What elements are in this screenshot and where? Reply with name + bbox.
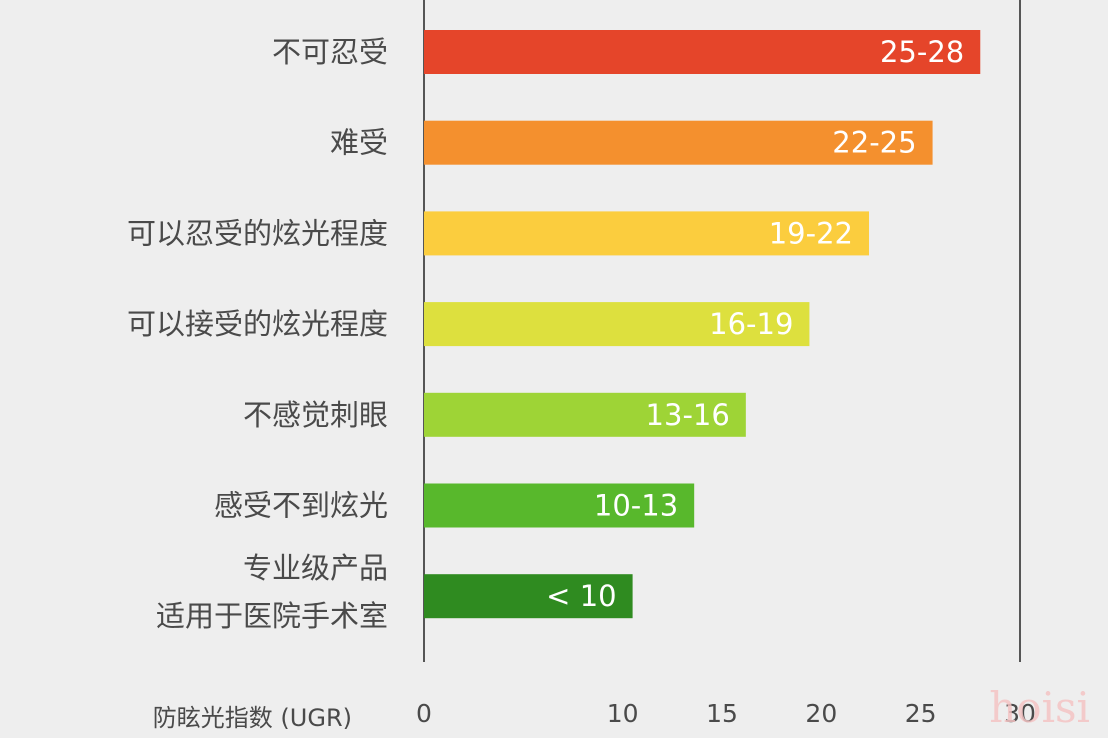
category-labels-group: 不可忍受难受可以忍受的炫光程度可以接受的炫光程度不感觉刺眼感受不到炫光专业级产品…	[127, 35, 388, 633]
category-label: 适用于医院手术室	[156, 599, 388, 633]
bar-value-label: 19-22	[769, 216, 853, 250]
category-label: 感受不到炫光	[214, 489, 388, 523]
x-tick-label: 10	[607, 699, 639, 728]
bar-value-label: < 10	[546, 579, 616, 613]
x-tick-label: 15	[706, 699, 738, 728]
bar-value-label: 10-13	[594, 489, 678, 523]
bar-1	[424, 30, 981, 74]
bar-5	[424, 392, 746, 437]
bar-4	[424, 302, 810, 347]
x-tick-label: 20	[805, 699, 837, 728]
bar-7	[424, 574, 633, 619]
category-label: 难受	[330, 126, 388, 160]
tick-labels-group: 0 10 15 20 25 30	[416, 699, 1036, 728]
watermark-logo: hoisi	[989, 683, 1090, 732]
category-label: 可以接受的炫光程度	[127, 307, 388, 341]
bar-6	[424, 483, 695, 528]
bars-group	[424, 30, 981, 619]
bar-value-label: 13-16	[646, 398, 730, 432]
category-label: 不可忍受	[272, 35, 388, 69]
x-tick-label: 30	[1004, 699, 1036, 728]
bar-value-label: 25-28	[880, 35, 964, 69]
bar-2	[424, 120, 933, 165]
x-tick-label: 0	[416, 699, 432, 728]
bar-labels-group: 25-28 22-25 19-22 16-19 13-16 10-13 < 10	[546, 35, 964, 613]
bar-value-label: 16-19	[709, 307, 793, 341]
x-axis-title: 防眩光指数 (UGR)	[153, 704, 352, 732]
bar-value-label: 22-25	[832, 126, 916, 160]
category-label: 专业级产品	[243, 551, 388, 585]
category-label: 不感觉刺眼	[243, 398, 388, 432]
x-tick-label: 25	[905, 699, 937, 728]
bar-3	[424, 211, 870, 256]
category-label: 可以忍受的炫光程度	[127, 216, 388, 250]
